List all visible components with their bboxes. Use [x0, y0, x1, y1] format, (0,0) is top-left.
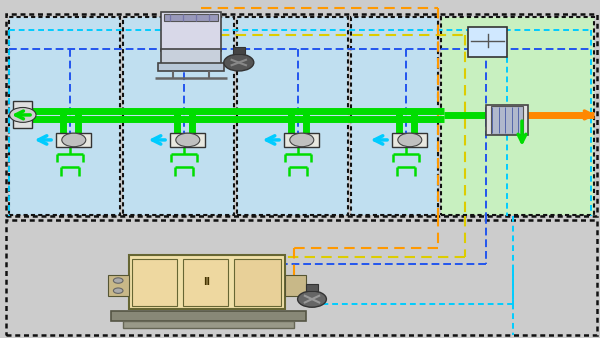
- Bar: [56, 133, 91, 147]
- Bar: [233, 47, 245, 54]
- Circle shape: [224, 54, 254, 71]
- Bar: [108, 275, 129, 296]
- Bar: [123, 17, 234, 215]
- Bar: [170, 133, 205, 147]
- Bar: [468, 27, 507, 57]
- Bar: [161, 49, 221, 64]
- Circle shape: [62, 133, 86, 147]
- Circle shape: [10, 107, 36, 122]
- Circle shape: [176, 133, 200, 147]
- Bar: [158, 63, 224, 71]
- Bar: [132, 259, 177, 306]
- Bar: [491, 106, 523, 134]
- Bar: [123, 321, 294, 328]
- Bar: [441, 17, 594, 215]
- Bar: [6, 220, 597, 335]
- Circle shape: [290, 133, 314, 147]
- Bar: [392, 133, 427, 147]
- Bar: [237, 17, 348, 215]
- Bar: [13, 101, 32, 128]
- Text: II: II: [203, 277, 211, 287]
- Bar: [234, 259, 281, 306]
- Circle shape: [113, 278, 123, 283]
- Bar: [306, 284, 318, 291]
- Circle shape: [398, 133, 422, 147]
- Bar: [285, 275, 306, 296]
- Bar: [6, 14, 597, 216]
- Bar: [111, 311, 306, 321]
- Bar: [183, 259, 228, 306]
- Bar: [284, 133, 319, 147]
- Circle shape: [113, 288, 123, 293]
- Bar: [164, 14, 218, 21]
- Bar: [9, 17, 120, 215]
- Bar: [351, 17, 438, 215]
- Bar: [161, 12, 221, 51]
- Circle shape: [298, 291, 326, 307]
- Bar: [486, 105, 528, 135]
- Bar: [129, 255, 285, 309]
